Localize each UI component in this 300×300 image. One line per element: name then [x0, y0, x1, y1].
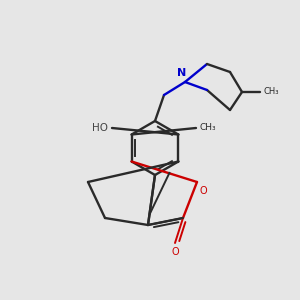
Text: O: O	[200, 186, 208, 196]
Text: N: N	[177, 68, 187, 78]
Text: O: O	[171, 247, 179, 257]
Text: CH₃: CH₃	[200, 124, 217, 133]
Text: CH₃: CH₃	[264, 88, 280, 97]
Text: HO: HO	[92, 123, 108, 133]
